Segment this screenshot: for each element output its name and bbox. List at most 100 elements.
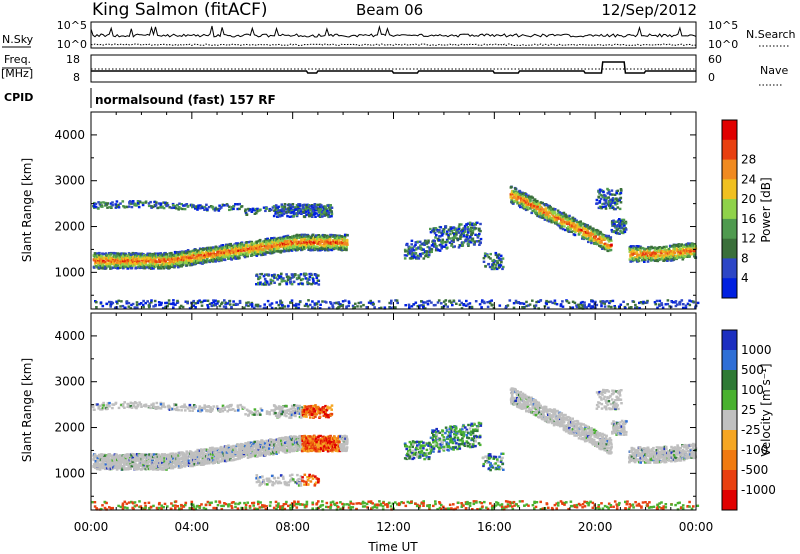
data-point <box>220 302 223 306</box>
data-point <box>172 299 175 302</box>
data-point <box>460 301 463 305</box>
data-point <box>245 304 248 307</box>
data-point <box>482 260 486 263</box>
data-point <box>677 245 681 248</box>
data-point <box>258 238 262 242</box>
data-point <box>224 248 228 252</box>
data-point <box>624 228 628 231</box>
data-point <box>132 202 135 205</box>
data-point <box>558 224 562 228</box>
data-point <box>403 248 407 252</box>
data-point <box>315 281 318 285</box>
data-point <box>463 224 467 228</box>
data-point <box>248 240 252 244</box>
data-point <box>468 221 472 224</box>
data-point <box>620 231 624 234</box>
data-point <box>600 233 604 236</box>
data-point <box>688 255 691 258</box>
data-point <box>124 252 127 256</box>
data-point <box>337 302 341 305</box>
data-point <box>650 245 653 249</box>
data-point <box>468 305 472 309</box>
data-point <box>252 247 255 251</box>
data-point <box>257 248 261 251</box>
data-point <box>297 306 300 310</box>
data-point <box>151 205 155 209</box>
data-point <box>122 258 125 261</box>
data-point <box>123 265 127 268</box>
data-point <box>293 212 297 215</box>
data-point <box>101 304 105 308</box>
data-point <box>109 267 112 270</box>
data-point <box>520 201 524 204</box>
data-point <box>578 223 582 226</box>
data-point <box>544 216 548 219</box>
data-point <box>226 302 229 305</box>
data-point <box>614 203 617 206</box>
data-point <box>609 193 612 196</box>
data-point <box>134 252 138 255</box>
data-point <box>524 193 528 196</box>
data-point <box>619 303 623 306</box>
data-point <box>227 256 230 260</box>
nsky-line <box>90 25 697 38</box>
data-point <box>221 244 225 247</box>
data-point <box>239 247 243 251</box>
data-point <box>288 240 291 243</box>
data-point <box>629 260 632 263</box>
data-point <box>412 249 416 252</box>
data-point <box>377 300 381 303</box>
data-point <box>177 208 180 211</box>
data-point <box>210 252 213 255</box>
data-point <box>687 247 690 250</box>
data-point <box>622 227 626 231</box>
data-point <box>294 304 298 307</box>
data-point <box>264 238 268 241</box>
data-point <box>287 246 290 250</box>
data-point <box>553 217 556 220</box>
data-point <box>150 264 154 267</box>
data-point <box>646 299 649 303</box>
data-point <box>268 244 272 247</box>
data-point <box>342 245 345 248</box>
data-point <box>690 300 694 303</box>
data-point <box>441 242 444 245</box>
data-point <box>651 258 654 262</box>
data-point <box>221 246 225 249</box>
data-point <box>656 247 660 250</box>
data-point <box>315 234 318 237</box>
data-point <box>471 222 474 225</box>
data-point <box>101 205 104 208</box>
data-point <box>261 248 264 251</box>
data-point <box>571 226 575 229</box>
data-point <box>291 205 295 208</box>
data-point <box>282 237 286 241</box>
data-point <box>589 236 593 239</box>
data-point <box>250 240 254 244</box>
data-point <box>638 256 641 259</box>
data-point <box>534 304 538 307</box>
data-point <box>174 207 178 210</box>
data-point <box>580 228 583 232</box>
data-point <box>537 203 540 206</box>
data-point <box>184 250 188 253</box>
data-point <box>663 256 666 259</box>
data-point <box>282 235 286 238</box>
data-point <box>234 252 238 255</box>
data-point <box>238 207 241 211</box>
data-point <box>330 212 334 216</box>
data-point <box>155 201 158 204</box>
data-point <box>115 300 118 303</box>
data-point <box>694 244 697 247</box>
data-point <box>564 217 567 221</box>
data-point <box>438 231 441 234</box>
data-point <box>553 219 557 223</box>
data-point <box>590 239 593 243</box>
data-point <box>317 274 320 277</box>
data-point <box>150 206 153 209</box>
data-point <box>179 304 183 308</box>
data-point <box>255 254 259 257</box>
data-point <box>515 194 518 197</box>
data-point <box>228 299 232 303</box>
data-point <box>450 244 453 247</box>
